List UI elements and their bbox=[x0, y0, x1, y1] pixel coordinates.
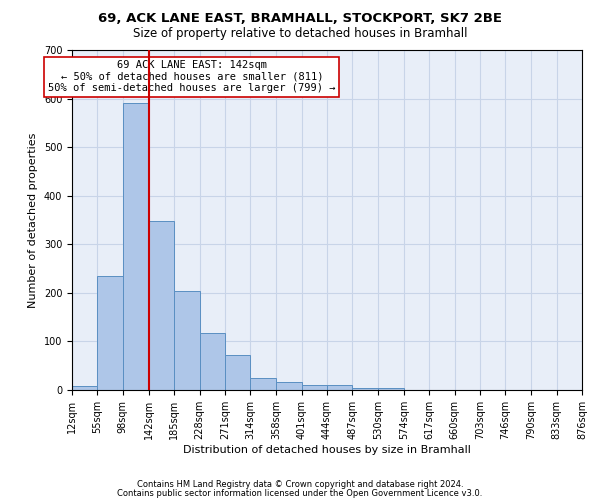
Text: Size of property relative to detached houses in Bramhall: Size of property relative to detached ho… bbox=[133, 28, 467, 40]
Bar bbox=[327, 385, 352, 390]
Bar bbox=[97, 276, 123, 390]
Bar bbox=[149, 221, 174, 390]
X-axis label: Distribution of detached houses by size in Bramhall: Distribution of detached houses by size … bbox=[183, 444, 471, 454]
Bar bbox=[174, 292, 199, 390]
Text: Contains HM Land Registry data © Crown copyright and database right 2024.: Contains HM Land Registry data © Crown c… bbox=[137, 480, 463, 489]
Text: Contains public sector information licensed under the Open Government Licence v3: Contains public sector information licen… bbox=[118, 488, 482, 498]
Bar bbox=[250, 378, 276, 390]
Bar bbox=[199, 332, 225, 390]
Bar bbox=[378, 388, 404, 390]
Text: 69 ACK LANE EAST: 142sqm
← 50% of detached houses are smaller (811)
50% of semi-: 69 ACK LANE EAST: 142sqm ← 50% of detach… bbox=[48, 60, 335, 94]
Bar bbox=[302, 385, 327, 390]
Bar bbox=[123, 104, 149, 390]
Bar bbox=[72, 386, 97, 390]
Text: 69, ACK LANE EAST, BRAMHALL, STOCKPORT, SK7 2BE: 69, ACK LANE EAST, BRAMHALL, STOCKPORT, … bbox=[98, 12, 502, 26]
Bar bbox=[352, 388, 378, 390]
Bar bbox=[276, 382, 302, 390]
Bar bbox=[225, 354, 250, 390]
Y-axis label: Number of detached properties: Number of detached properties bbox=[28, 132, 38, 308]
